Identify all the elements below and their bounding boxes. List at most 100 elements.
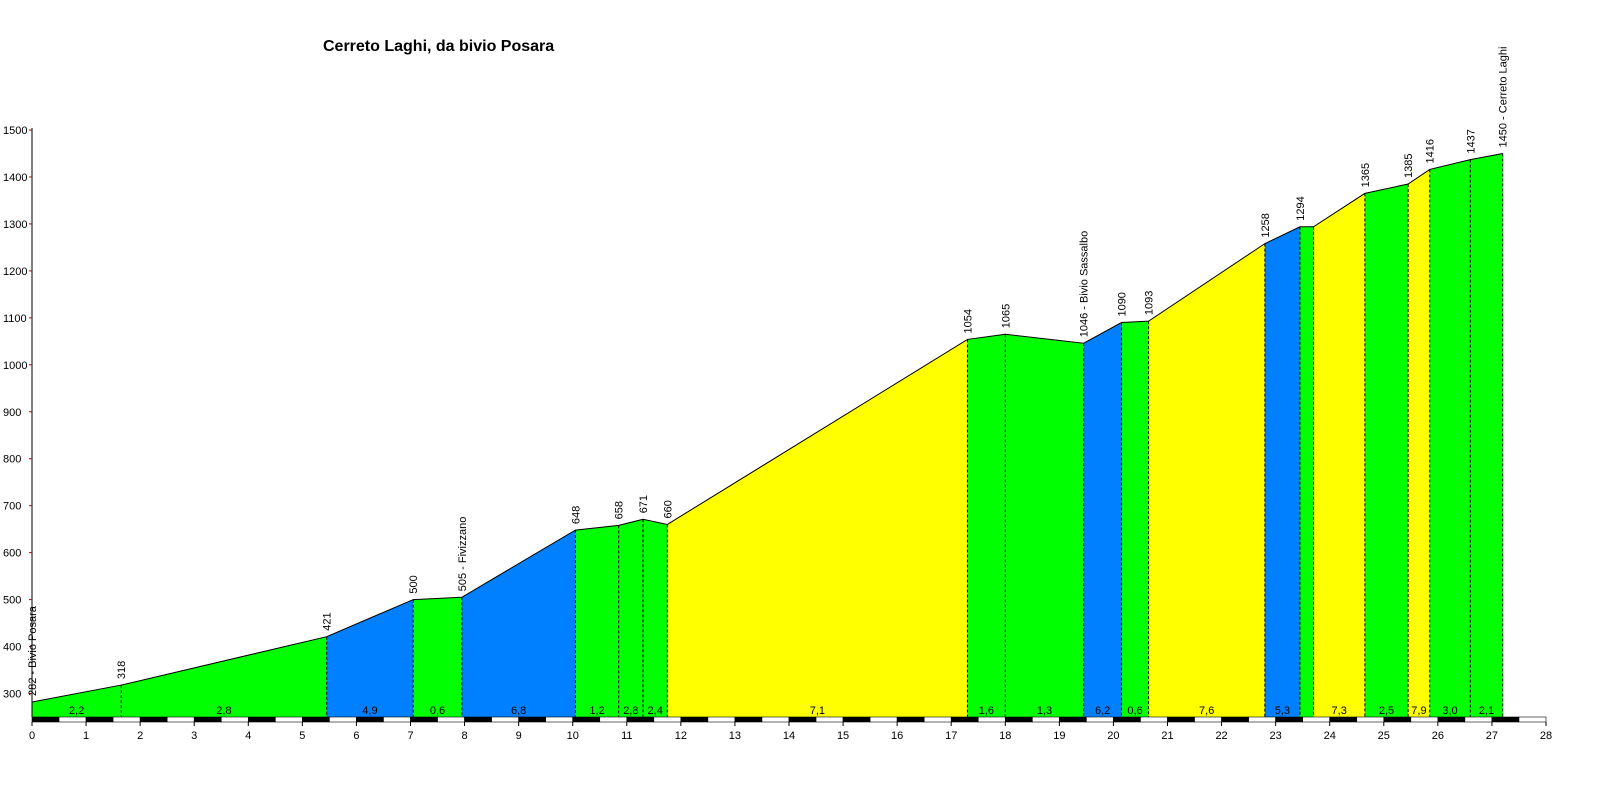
x-tick-label: 10 xyxy=(567,730,579,742)
gradient-label: 0,6 xyxy=(430,705,445,717)
profile-segment xyxy=(1264,226,1300,717)
segments-layer xyxy=(31,152,1503,718)
km-bar-block xyxy=(977,716,1006,723)
y-tick-label: 1500 xyxy=(3,125,27,137)
profile-segment xyxy=(1470,153,1503,718)
gradient-label: 7,1 xyxy=(810,705,825,717)
profile-segment xyxy=(1313,193,1365,717)
x-tick-label: 14 xyxy=(783,730,795,742)
km-bar-block xyxy=(139,716,168,723)
y-tick-label: 300 xyxy=(3,689,21,701)
km-bar-block xyxy=(356,716,384,723)
gradient-label: 1,3 xyxy=(1037,705,1052,717)
x-tick-label: 5 xyxy=(299,730,305,742)
y-tick-label: 1400 xyxy=(3,172,27,184)
elevation-label: 1090 xyxy=(1117,292,1129,316)
x-tick-label: 19 xyxy=(1053,730,1065,742)
km-bar-block xyxy=(383,716,411,723)
km-bar-block xyxy=(653,716,682,723)
gradient-label: 1,6 xyxy=(979,705,994,717)
km-bar-block xyxy=(734,716,763,723)
x-tick-label: 8 xyxy=(462,730,468,742)
x-tick-label: 11 xyxy=(621,730,632,742)
profile-segment xyxy=(32,685,122,717)
x-tick-label: 7 xyxy=(407,730,413,742)
y-tick-label: 1200 xyxy=(3,266,27,278)
km-bar-block xyxy=(112,716,141,723)
gradient-label: 6,2 xyxy=(1095,705,1110,717)
gradient-label: 1,2 xyxy=(589,705,604,717)
km-bar-block xyxy=(761,716,790,723)
elevation-label: 1258 xyxy=(1260,213,1272,237)
gradient-label: 2,8 xyxy=(623,705,638,717)
km-bar-block xyxy=(1302,716,1331,723)
elevation-label: 505 - Fivizzano xyxy=(457,517,469,592)
km-bar-block xyxy=(1275,716,1303,723)
km-bar-block xyxy=(815,716,844,723)
elevation-label: 1054 xyxy=(962,309,974,333)
x-tick-label: 27 xyxy=(1486,730,1498,742)
km-bar-block xyxy=(788,716,817,723)
km-bar-block xyxy=(599,716,628,723)
gradient-label: 2,8 xyxy=(216,705,231,717)
km-bar-block xyxy=(545,716,574,723)
gradient-label: 2,4 xyxy=(648,705,663,717)
dividers-layer xyxy=(120,153,1504,717)
x-tick-label: 15 xyxy=(837,730,849,742)
elevation-label: 500 xyxy=(408,575,420,593)
gradient-label: 7,3 xyxy=(1332,705,1347,717)
km-bar-block xyxy=(1464,716,1493,723)
y-tick-label: 700 xyxy=(3,501,21,513)
elevation-label: 282 - Bivio Posara xyxy=(27,605,39,696)
x-tick-label: 18 xyxy=(999,730,1011,742)
x-tick-label: 6 xyxy=(353,730,359,742)
profile-segment xyxy=(1083,322,1122,717)
elevation-label: 1416 xyxy=(1425,139,1437,163)
elevation-label: 1365 xyxy=(1360,163,1372,187)
km-bar-block xyxy=(437,716,465,723)
elevation-label: 1450 - Cerreto Laghi xyxy=(1498,47,1510,148)
y-tick-label: 500 xyxy=(3,595,21,607)
x-tick-label: 12 xyxy=(675,730,687,742)
gradient-label: 6,8 xyxy=(511,705,526,717)
km-bar-block xyxy=(1059,716,1087,723)
km-bar-block xyxy=(58,716,87,723)
km-bar-block xyxy=(1248,716,1276,723)
profile-segment xyxy=(1299,226,1314,717)
km-bar-block xyxy=(1140,716,1168,723)
x-tick-label: 25 xyxy=(1378,730,1390,742)
elevation-label: 1093 xyxy=(1144,291,1156,315)
profile-segment xyxy=(1121,321,1149,717)
km-bar-block xyxy=(1437,716,1466,723)
gradient-label: 2,5 xyxy=(1379,705,1394,717)
profile-segment xyxy=(461,530,576,717)
profile-segment xyxy=(575,525,619,717)
km-bar-block xyxy=(302,716,330,723)
x-tick-label: 3 xyxy=(191,730,197,742)
gradient-label: 7,6 xyxy=(1199,705,1214,717)
y-tick-label: 1100 xyxy=(3,313,27,325)
y-tick-label: 900 xyxy=(3,407,21,419)
km-bar-block xyxy=(842,716,871,723)
km-bar-block xyxy=(220,716,249,723)
profile-segment xyxy=(618,519,644,717)
elevation-label: 1437 xyxy=(1465,129,1477,153)
km-bar-block xyxy=(193,716,222,723)
x-tick-label: 0 xyxy=(29,730,35,742)
axes-layer: 3004005006007008009001000110012001300140… xyxy=(3,125,1552,742)
km-bar-block xyxy=(680,716,709,723)
x-tick-label: 17 xyxy=(945,730,957,742)
y-tick-label: 1000 xyxy=(3,360,27,372)
y-tick-label: 1300 xyxy=(3,219,27,231)
profile-segment xyxy=(1429,159,1471,718)
elevation-label: 318 xyxy=(116,661,128,679)
km-bar-block xyxy=(518,716,546,723)
profile-segment xyxy=(667,339,968,717)
km-bar-block xyxy=(491,716,519,723)
km-bar-block xyxy=(1383,716,1412,723)
km-bar-block xyxy=(464,716,492,723)
km-bar-block xyxy=(923,716,952,723)
y-tick-label: 800 xyxy=(3,454,21,466)
km-bar-block xyxy=(410,716,438,723)
